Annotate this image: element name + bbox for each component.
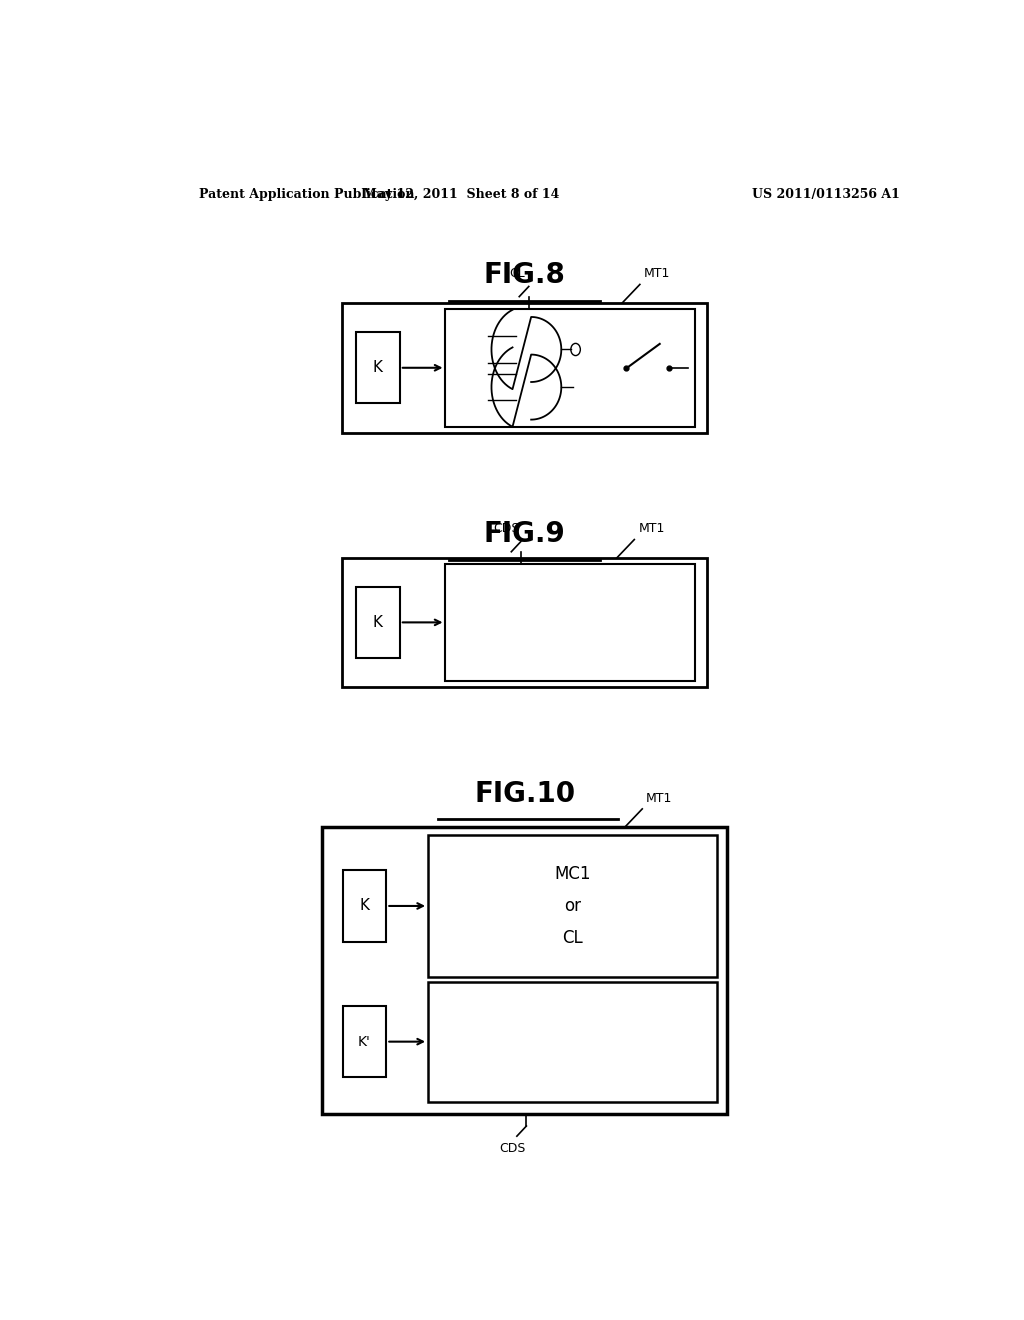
Text: CDS: CDS xyxy=(494,523,520,536)
Text: CDS: CDS xyxy=(499,1142,525,1155)
Bar xyxy=(343,870,386,941)
Bar xyxy=(356,333,399,404)
Text: MT1: MT1 xyxy=(638,523,665,536)
Text: FIG.10: FIG.10 xyxy=(474,780,575,808)
Bar xyxy=(428,836,717,977)
Text: FIG.8: FIG.8 xyxy=(484,261,565,289)
Text: MC1
or
CL: MC1 or CL xyxy=(554,865,591,946)
Bar xyxy=(428,982,717,1102)
Text: K: K xyxy=(373,360,383,375)
Bar xyxy=(343,1006,386,1077)
Bar xyxy=(445,309,695,426)
Bar xyxy=(342,558,708,686)
Text: K': K' xyxy=(358,1035,371,1048)
Bar xyxy=(445,564,695,681)
Text: US 2011/0113256 A1: US 2011/0113256 A1 xyxy=(753,189,900,202)
Text: FIG.9: FIG.9 xyxy=(484,520,565,549)
Text: Patent Application Publication: Patent Application Publication xyxy=(200,189,415,202)
Text: CL: CL xyxy=(509,268,524,280)
Bar xyxy=(356,587,399,657)
Text: MT1: MT1 xyxy=(646,792,673,805)
Bar xyxy=(323,828,727,1114)
Text: K: K xyxy=(359,899,370,913)
Text: K: K xyxy=(373,615,383,630)
Text: May 12, 2011  Sheet 8 of 14: May 12, 2011 Sheet 8 of 14 xyxy=(364,189,559,202)
Bar xyxy=(342,302,708,433)
Text: MT1: MT1 xyxy=(644,268,671,280)
